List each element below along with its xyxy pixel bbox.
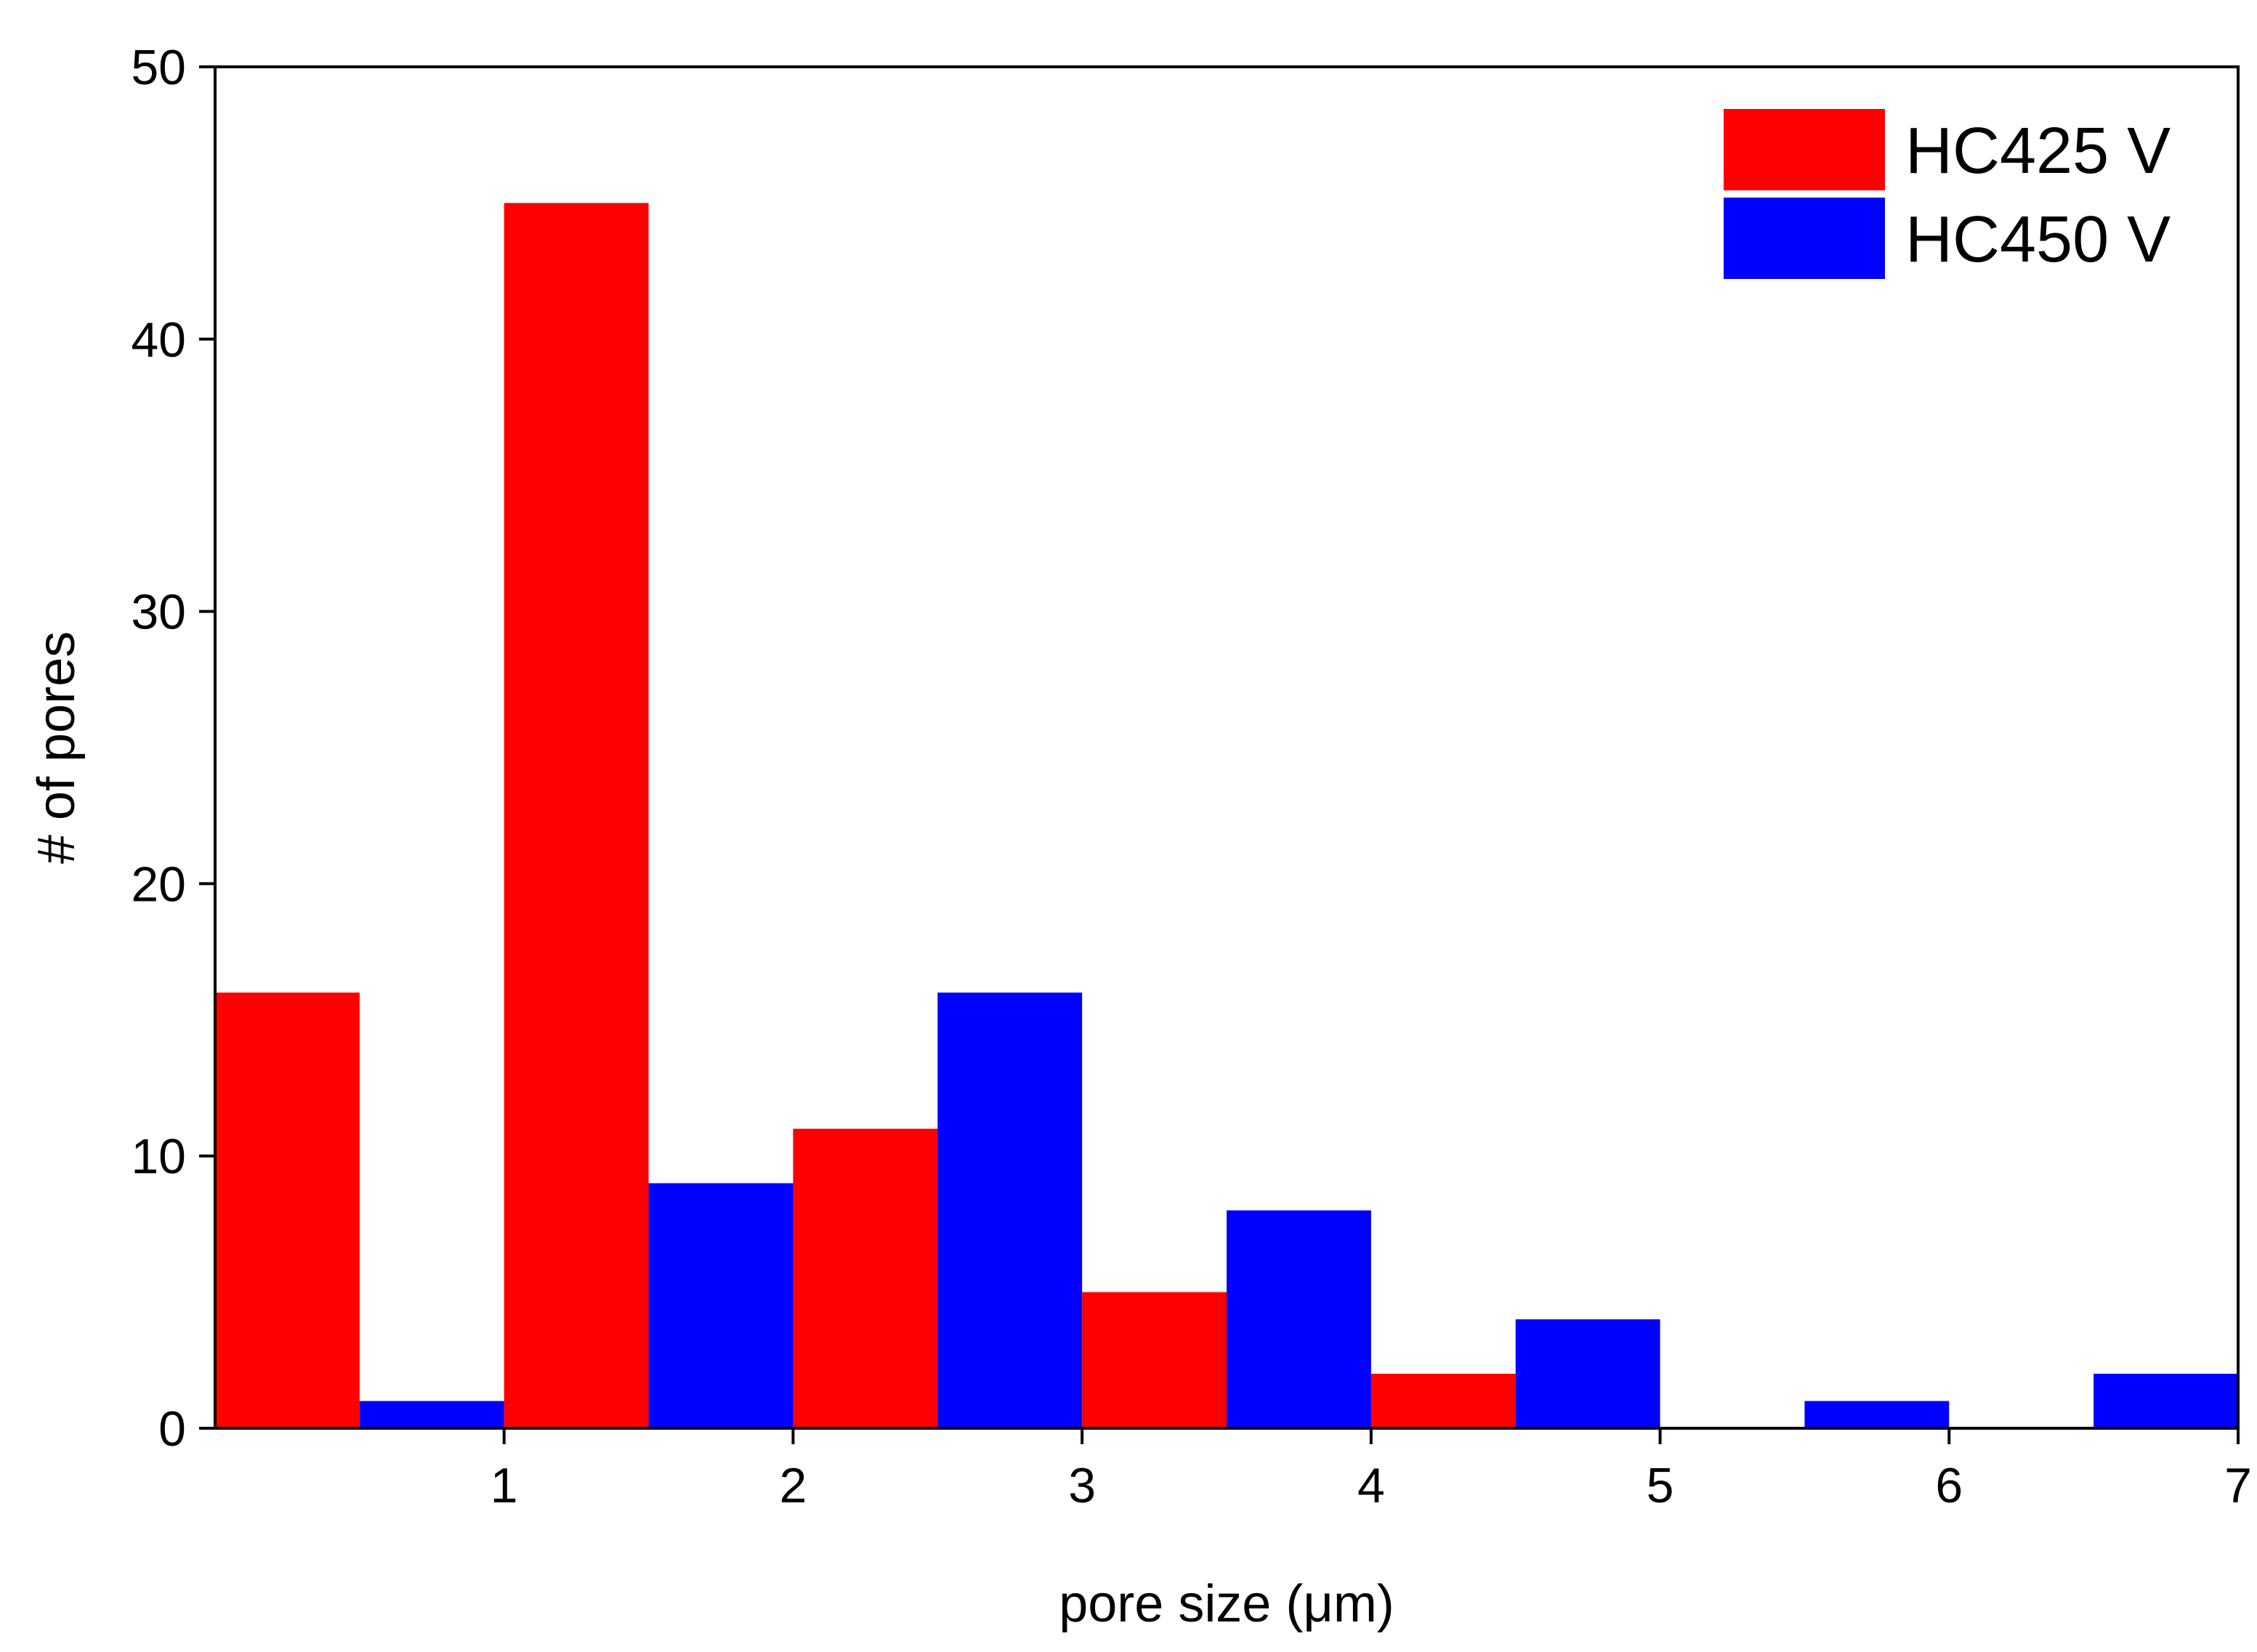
y-tick-label: 50 [131,40,186,95]
y-tick-label: 0 [158,1401,186,1457]
x-tick-label: 4 [1357,1458,1385,1513]
bar-hc450-5 [1804,1401,1950,1428]
bar-hc450-1 [648,1183,794,1428]
bar-hc425-4 [1370,1374,1516,1428]
bar-hc450-6 [2094,1374,2238,1428]
plot-frame [214,65,2240,1430]
bars-layer [215,203,2238,1428]
ticks-layer: 1 2 3 4 5 6 7 0 10 20 30 40 50 [131,40,2252,1513]
bar-hc450-3 [1227,1210,1371,1428]
y-tick-label: 30 [131,585,186,640]
y-tick-label: 40 [131,312,186,368]
y-tick-label: 10 [131,1129,186,1184]
legend-swatch-hc425 [1724,109,1885,190]
legend-label-hc425: HC425 V [1905,115,2171,187]
bar-hc425-2 [793,1128,938,1428]
bar-hc425-3 [1082,1292,1227,1428]
bar-hc450-0 [359,1401,504,1428]
x-tick-label: 3 [1068,1458,1096,1513]
y-tick-label: 20 [131,857,186,912]
bar-hc450-4 [1515,1319,1660,1428]
axes-layer [214,65,2240,1430]
bar-hc425-0 [215,992,360,1428]
x-tick-label: 7 [2224,1458,2252,1513]
x-tick-label: 1 [490,1458,518,1513]
x-axis-title: pore size (μm) [1059,1575,1394,1633]
legend-label-hc450: HC450 V [1905,203,2171,276]
x-tick-label: 5 [1647,1458,1674,1513]
x-tick-label: 2 [780,1458,807,1513]
bar-hc425-1 [504,203,649,1428]
legend: HC425 V HC450 V [1724,109,2171,279]
y-axis-title: # of pores [28,631,86,864]
x-tick-label: 6 [1935,1458,1963,1513]
bar-hc450-2 [937,992,1083,1428]
legend-swatch-hc450 [1724,198,1885,279]
